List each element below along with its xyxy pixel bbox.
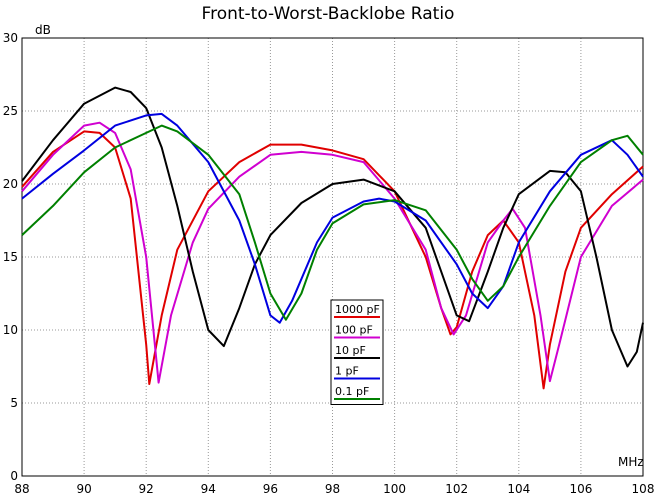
y-tick-label: 5: [10, 396, 18, 410]
y-tick-label: 10: [3, 323, 18, 337]
legend: 1000 pF 100 pF 10 pF 1 pF 0.1 pF: [330, 299, 384, 405]
x-tick-label: 94: [201, 482, 216, 496]
y-tick-label: 15: [3, 250, 18, 264]
x-tick-label: 96: [263, 482, 278, 496]
x-tick-label: 98: [325, 482, 340, 496]
series-line: [21, 86, 644, 368]
x-tick-label: 100: [383, 482, 406, 496]
plot-frame: [21, 37, 644, 477]
y-tick-label: 25: [3, 104, 18, 118]
y-axis-label: dB: [35, 23, 51, 37]
series-line: [21, 130, 644, 390]
series-line: [21, 124, 644, 321]
series-line: [21, 112, 644, 324]
legend-label: 1 pF: [335, 365, 359, 378]
x-tick-label: 102: [445, 482, 468, 496]
x-tick-label: 108: [632, 482, 655, 496]
legend-label: 0.1 pF: [335, 385, 369, 398]
x-tick-label: 106: [569, 482, 592, 496]
y-tick-label: 0: [10, 469, 18, 483]
legend-label: 100 pF: [335, 324, 373, 337]
legend-label: 1000 pF: [335, 303, 380, 316]
x-tick-label: 90: [76, 482, 91, 496]
x-tick-label: 92: [139, 482, 154, 496]
x-tick-label: 104: [507, 482, 530, 496]
series-line: [21, 121, 644, 384]
y-tick-label: 20: [3, 177, 18, 191]
x-axis-label: MHz: [618, 455, 644, 469]
legend-label: 10 pF: [335, 344, 366, 357]
y-tick-label: 30: [3, 31, 18, 45]
x-tick-label: 88: [14, 482, 29, 496]
chart-title: Front-to-Worst-Backlobe Ratio: [202, 4, 455, 24]
